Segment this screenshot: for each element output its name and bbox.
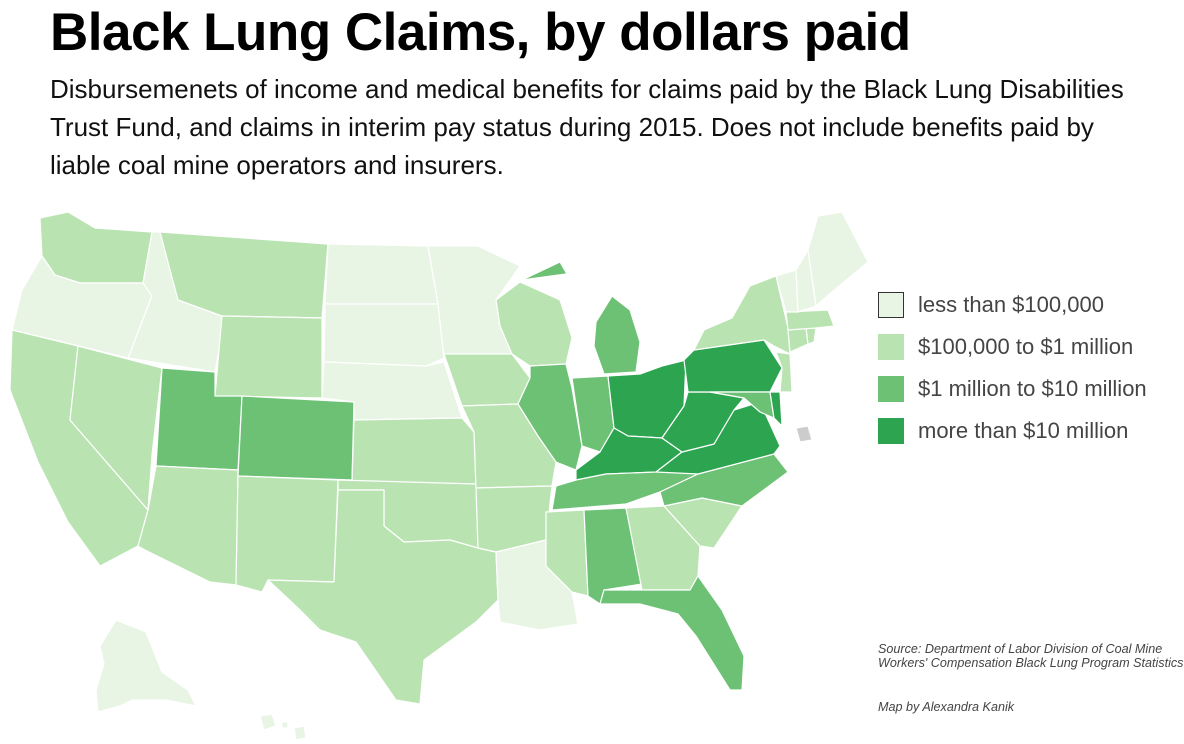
state-NV[interactable] — [69, 345, 163, 511]
state-DC[interactable] — [795, 425, 813, 443]
source-note: Source: Department of Labor Division of … — [878, 642, 1184, 670]
state-NJ[interactable] — [775, 351, 793, 393]
state-DE[interactable] — [769, 391, 783, 427]
state-NY[interactable] — [693, 275, 791, 355]
map-credit: Map by Alexandra Kanik — [878, 700, 1015, 714]
state-AZ[interactable] — [137, 465, 239, 586]
state-FL[interactable] — [599, 575, 745, 691]
state-CO[interactable] — [237, 395, 355, 481]
legend-item-less-than-100k: less than $100,000 — [878, 284, 1147, 326]
state-SD[interactable] — [323, 303, 445, 367]
state-IA[interactable] — [443, 353, 531, 407]
legend-label-1m-to-10m: $1 million to $10 million — [918, 376, 1147, 401]
map-subtitle: Disbursemenets of income and medical ben… — [50, 74, 1124, 180]
legend-item-1m-to-10m: $1 million to $10 million — [878, 368, 1147, 410]
legend-swatch-1m-to-10m — [878, 376, 904, 402]
legend-label-less-than-100k: less than $100,000 — [918, 292, 1104, 317]
state-MD[interactable] — [709, 391, 775, 419]
state-ND[interactable] — [324, 243, 439, 305]
state-AK[interactable] — [95, 619, 197, 713]
state-ME[interactable] — [807, 211, 869, 307]
state-WA[interactable] — [39, 211, 153, 284]
legend-label-100k-to-1m: $100,000 to $1 million — [918, 334, 1134, 359]
state-TX[interactable] — [267, 489, 499, 705]
legend-item-100k-to-1m: $100,000 to $1 million — [878, 326, 1147, 368]
state-WY[interactable] — [214, 315, 323, 399]
legend-label-more-than-10m: more than $10 million — [918, 418, 1129, 443]
state-MI[interactable] — [521, 261, 641, 375]
state-RI[interactable] — [805, 327, 817, 345]
map-title: Black Lung Claims, by dollars paid — [50, 3, 911, 62]
map-legend: less than $100,000 $100,000 to $1 millio… — [878, 284, 1147, 452]
legend-swatch-100k-to-1m — [878, 334, 904, 360]
state-MS[interactable] — [545, 509, 589, 597]
state-CT[interactable] — [787, 327, 809, 353]
state-MA[interactable] — [785, 309, 835, 331]
state-NM[interactable] — [235, 475, 339, 593]
legend-swatch-more-than-10m — [878, 418, 904, 444]
legend-item-more-than-10m: more than $10 million — [878, 410, 1147, 452]
state-HI[interactable] — [259, 713, 307, 741]
legend-swatch-less-than-100k — [878, 292, 904, 318]
state-KS[interactable] — [351, 417, 477, 485]
state-IL[interactable] — [517, 363, 583, 471]
